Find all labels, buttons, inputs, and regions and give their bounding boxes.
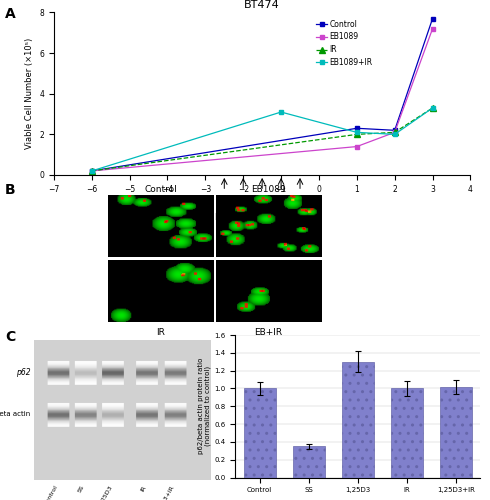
Text: 1,25D3+IR: 1,25D3+IR [154, 484, 175, 500]
Text: SS: SS [77, 484, 86, 494]
Legend: Control, EB1089, IR, EB1089+IR: Control, EB1089, IR, EB1089+IR [316, 20, 373, 67]
Bar [244, 388, 275, 478]
EB1089 [89, 168, 95, 174]
Text: B: B [5, 182, 16, 196]
Text: p62: p62 [16, 368, 30, 376]
Bar [440, 386, 472, 478]
Text: C: C [5, 330, 15, 344]
EB1089 [430, 26, 436, 32]
Control [430, 16, 436, 22]
Control [354, 126, 360, 132]
Text: IR: IR [140, 484, 147, 492]
EB1089+IR [430, 105, 436, 111]
IR [430, 105, 436, 111]
EB1089+IR [89, 168, 95, 174]
Text: Control: Control [43, 484, 59, 500]
Control [392, 128, 397, 134]
Text: IR: IR [156, 328, 165, 336]
Bar [293, 446, 325, 478]
Text: 1,25D3: 1,25D3 [98, 484, 113, 500]
Line: Control: Control [89, 16, 435, 173]
Bar [391, 388, 423, 478]
Text: A: A [5, 8, 16, 22]
X-axis label: Days post-irradiation: Days post-irradiation [215, 213, 310, 222]
Line: IR: IR [89, 105, 435, 174]
Title: BT474: BT474 [245, 0, 280, 10]
IR [89, 168, 95, 174]
EB1089+IR [278, 109, 284, 115]
Bar [342, 362, 374, 478]
EB1089 [354, 144, 360, 150]
IR [392, 130, 397, 136]
EB1089+IR [392, 132, 397, 138]
Title: Control: Control [144, 184, 177, 194]
Control [89, 168, 95, 174]
Y-axis label: p62/beta actin protein ratio
(normalized to control): p62/beta actin protein ratio (normalized… [198, 358, 212, 454]
EB1089+IR [354, 130, 360, 136]
IR [354, 132, 360, 138]
Y-axis label: Viable Cell Number (×10⁵): Viable Cell Number (×10⁵) [25, 38, 34, 150]
Text: beta actin: beta actin [0, 411, 30, 417]
Line: EB1089: EB1089 [89, 26, 435, 174]
Line: EB1089+IR: EB1089+IR [89, 106, 435, 174]
Title: EB1089: EB1089 [251, 184, 286, 194]
Text: EB+IR: EB+IR [254, 328, 282, 336]
EB1089 [392, 130, 397, 136]
